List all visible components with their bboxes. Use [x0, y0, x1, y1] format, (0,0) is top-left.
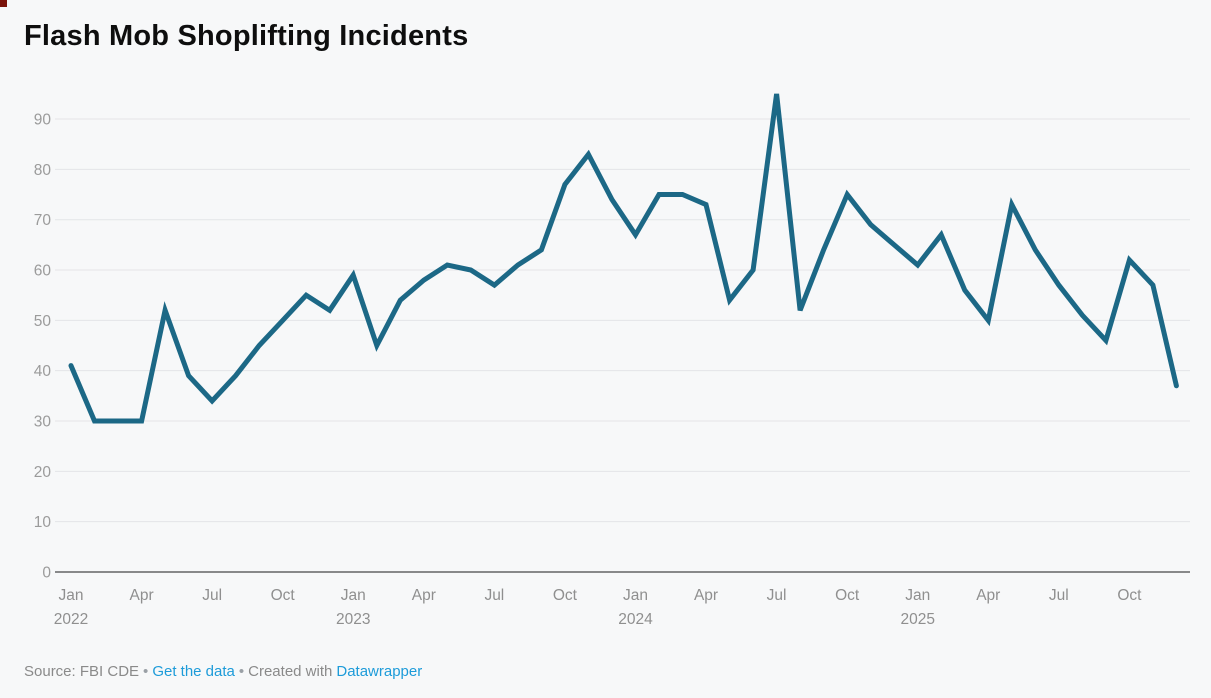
y-axis-label: 10 — [34, 514, 52, 531]
y-axis-label: 60 — [34, 263, 52, 280]
x-axis-label: Jan — [905, 587, 930, 604]
y-axis-label: 30 — [34, 414, 52, 431]
get-the-data-link[interactable]: Get the data — [152, 663, 235, 680]
y-axis-label: 90 — [34, 112, 52, 129]
x-axis-label: Jan — [623, 587, 648, 604]
x-axis-label: Oct — [553, 587, 578, 604]
page-title: Flash Mob Shoplifting Incidents — [24, 20, 469, 52]
created-with-label: Created with — [248, 663, 333, 680]
x-axis-label: Apr — [976, 587, 1000, 604]
x-axis-label: Jan — [59, 587, 84, 604]
x-axis-label: Jan — [341, 587, 366, 604]
x-axis-label: Oct — [835, 587, 860, 604]
x-axis-label: Apr — [412, 587, 436, 604]
datawrapper-link[interactable]: Datawrapper — [336, 663, 423, 680]
y-axis-label: 0 — [42, 565, 51, 582]
x-axis-year-label: 2024 — [618, 611, 653, 628]
x-axis-label: Jul — [202, 587, 222, 604]
separator-dot: • — [143, 663, 149, 680]
incidents-line — [68, 93, 1179, 424]
x-axis-year-label: 2025 — [900, 611, 934, 628]
recording-indicator-dot — [0, 0, 7, 7]
x-axis-label: Oct — [1117, 587, 1142, 604]
y-axis-label: 20 — [34, 464, 52, 481]
x-axis-label: Jul — [767, 587, 787, 604]
x-axis-label: Oct — [271, 587, 296, 604]
x-axis-year-label: 2023 — [336, 611, 370, 628]
source-label: Source: FBI CDE — [24, 663, 140, 680]
y-axis-label: 50 — [34, 313, 52, 330]
y-axis-label: 80 — [34, 162, 52, 179]
x-axis-label: Jul — [1049, 587, 1069, 604]
x-axis-label: Apr — [129, 587, 153, 604]
y-axis-label: 70 — [34, 212, 52, 229]
x-axis-year-label: 2022 — [54, 611, 88, 628]
separator-dot: • — [238, 663, 245, 680]
y-axis-label: 40 — [34, 363, 52, 380]
x-axis-label: Apr — [694, 587, 718, 604]
chart-footer: Source: FBI CDE • Get the data • Created wit… — [24, 663, 426, 680]
x-axis-label: Jul — [484, 587, 504, 604]
